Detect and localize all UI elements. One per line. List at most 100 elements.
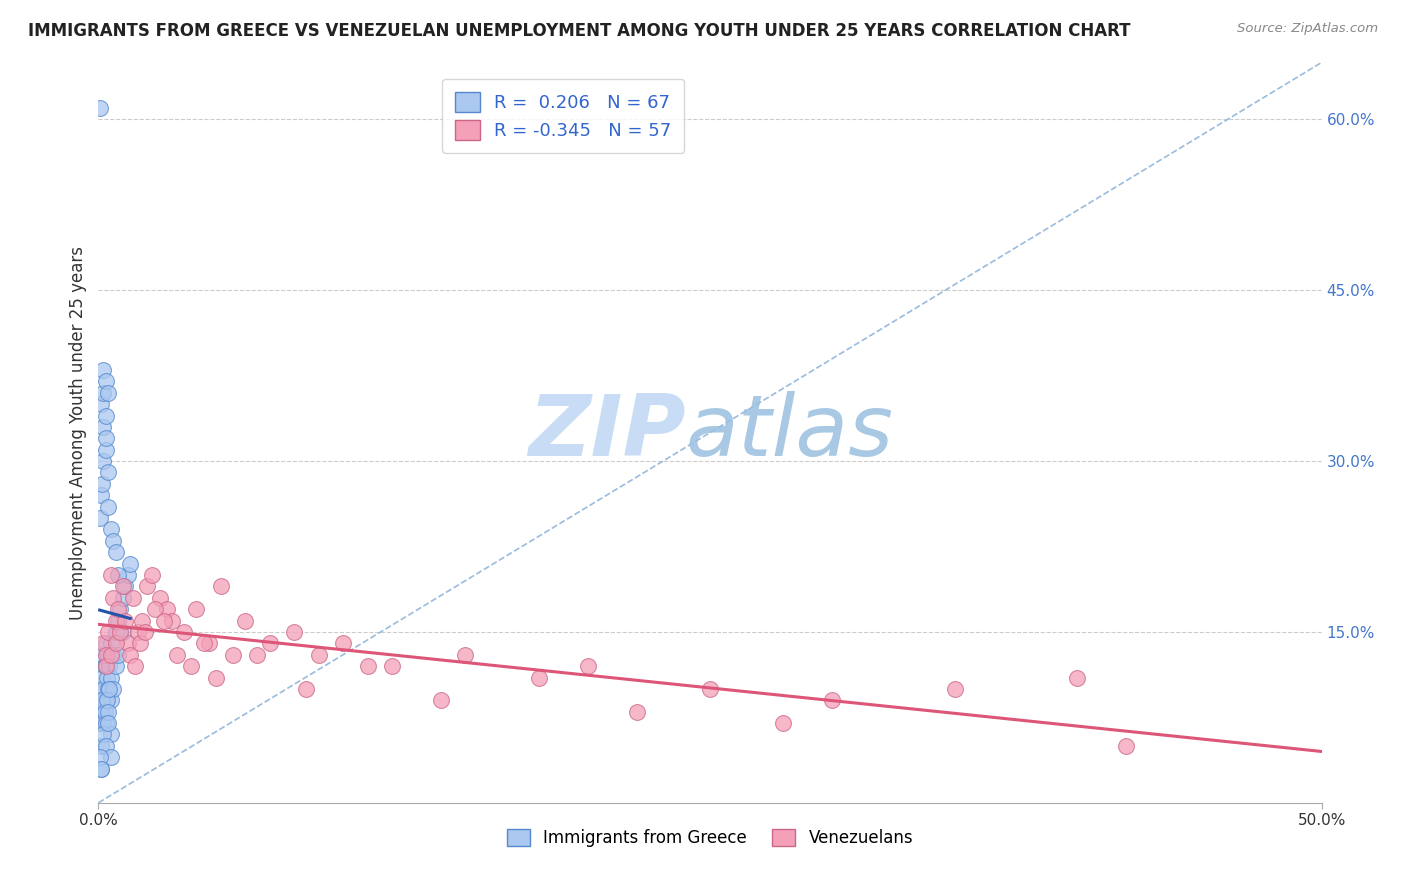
Point (89, 716, 111, 731)
Point (111, 579, 134, 593)
Point (107, 648, 129, 662)
Point (90, 762, 112, 776)
Point (527, 671, 550, 685)
Point (91, 693, 114, 707)
Point (381, 659, 404, 673)
Point (259, 636, 281, 650)
Point (104, 614, 127, 628)
Point (96, 671, 118, 685)
Point (93, 705, 115, 719)
Point (134, 624, 156, 639)
Point (100, 648, 122, 662)
Point (100, 671, 122, 685)
Point (104, 624, 127, 639)
Legend: Immigrants from Greece, Venezuelans: Immigrants from Greece, Venezuelans (501, 822, 920, 854)
Point (197, 636, 219, 650)
Point (89, 511, 111, 525)
Point (90, 705, 112, 719)
Point (94, 659, 117, 673)
Point (114, 579, 136, 593)
Point (111, 591, 134, 605)
Point (114, 614, 136, 628)
Point (127, 624, 149, 639)
Point (120, 648, 142, 662)
Point (91, 716, 114, 731)
Point (209, 579, 232, 593)
Point (141, 568, 163, 582)
Point (104, 545, 127, 559)
Point (96, 693, 118, 707)
Point (430, 693, 453, 707)
Point (943, 681, 966, 696)
Point (94, 375, 117, 389)
Point (97, 500, 120, 514)
Point (246, 648, 269, 662)
Point (89, 101, 111, 115)
Point (100, 750, 122, 764)
Point (91, 671, 114, 685)
Point (94, 716, 117, 731)
Point (111, 624, 134, 639)
Point (107, 602, 129, 616)
Point (143, 602, 166, 616)
Point (90, 762, 112, 776)
Point (98, 659, 121, 673)
Point (110, 602, 132, 616)
Point (94, 693, 117, 707)
Point (94, 659, 117, 673)
Point (91, 648, 114, 662)
Point (120, 557, 142, 571)
Point (90, 739, 112, 753)
Text: Source: ZipAtlas.com: Source: ZipAtlas.com (1237, 22, 1378, 36)
Point (186, 602, 208, 616)
Point (117, 636, 139, 650)
Point (100, 693, 122, 707)
Point (104, 659, 127, 673)
Point (173, 624, 195, 639)
Point (97, 716, 120, 731)
Point (97, 648, 120, 662)
Point (101, 648, 124, 662)
Point (90, 681, 112, 696)
Point (117, 568, 139, 582)
Point (308, 648, 330, 662)
Point (100, 568, 122, 582)
Point (124, 659, 146, 673)
Point (91, 681, 114, 696)
Point (821, 693, 844, 707)
Text: atlas: atlas (686, 391, 894, 475)
Y-axis label: Unemployment Among Youth under 25 years: Unemployment Among Youth under 25 years (69, 245, 87, 620)
Point (110, 624, 132, 639)
Point (153, 614, 176, 628)
Point (1066, 671, 1088, 685)
Point (90, 397, 112, 411)
Point (93, 659, 115, 673)
Point (100, 636, 122, 650)
Point (94, 442, 117, 457)
Point (1115, 739, 1137, 753)
Point (121, 591, 143, 605)
Point (98, 681, 121, 696)
Point (90, 693, 112, 707)
Point (156, 602, 179, 616)
Point (94, 739, 117, 753)
Point (94, 636, 117, 650)
Point (107, 614, 129, 628)
Point (131, 614, 153, 628)
Point (626, 705, 648, 719)
Point (91, 385, 114, 400)
Point (90, 488, 112, 502)
Point (104, 636, 127, 650)
Point (136, 579, 159, 593)
Point (699, 681, 721, 696)
Point (94, 409, 117, 423)
Point (101, 591, 124, 605)
Point (180, 659, 202, 673)
Point (576, 659, 599, 673)
Point (233, 614, 256, 628)
Point (97, 681, 120, 696)
Point (91, 420, 114, 434)
Point (91, 363, 114, 377)
Point (283, 624, 305, 639)
Text: ZIP: ZIP (527, 391, 686, 475)
